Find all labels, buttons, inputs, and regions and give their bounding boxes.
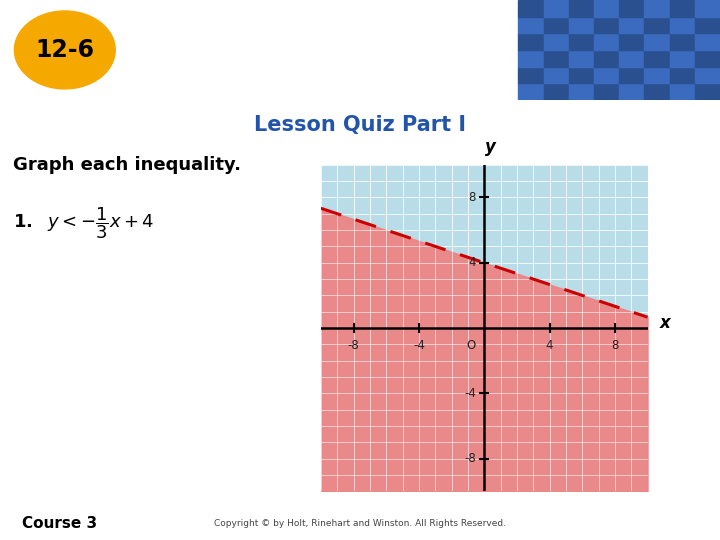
Bar <box>695 17 720 33</box>
Bar <box>594 83 619 100</box>
Bar <box>569 33 594 50</box>
Text: 12-6: 12-6 <box>35 38 94 62</box>
Bar <box>544 83 569 100</box>
Bar <box>695 50 720 66</box>
Text: 4: 4 <box>546 340 553 353</box>
Bar <box>518 50 544 66</box>
Bar <box>594 66 619 83</box>
Bar <box>619 50 644 66</box>
Text: $\mathbf{1.}\ \ y < -\dfrac{1}{3}x + 4$: $\mathbf{1.}\ \ y < -\dfrac{1}{3}x + 4$ <box>13 206 154 241</box>
Bar <box>670 0 695 17</box>
Bar <box>569 0 594 17</box>
Bar <box>518 66 544 83</box>
Bar <box>619 0 644 17</box>
Bar <box>594 0 619 17</box>
Text: 8: 8 <box>611 340 618 353</box>
Bar <box>619 66 644 83</box>
Text: Copyright © by Holt, Rinehart and Winston. All Rights Reserved.: Copyright © by Holt, Rinehart and Winsto… <box>214 519 506 528</box>
Bar <box>644 50 670 66</box>
Text: -4: -4 <box>464 387 476 400</box>
Bar <box>644 33 670 50</box>
Bar <box>670 50 695 66</box>
Bar <box>619 17 644 33</box>
Bar <box>695 83 720 100</box>
Text: Lesson Quiz Part I: Lesson Quiz Part I <box>254 115 466 135</box>
Bar <box>544 66 569 83</box>
Bar <box>670 33 695 50</box>
Text: x: x <box>660 314 671 332</box>
Text: Course 3: Course 3 <box>22 516 96 531</box>
Bar <box>544 33 569 50</box>
Bar <box>544 0 569 17</box>
Text: -8: -8 <box>348 340 359 353</box>
Bar <box>569 83 594 100</box>
Bar <box>518 0 544 17</box>
Bar <box>569 50 594 66</box>
Bar <box>670 17 695 33</box>
Bar <box>619 33 644 50</box>
Bar <box>670 83 695 100</box>
Bar <box>569 17 594 33</box>
Bar <box>569 66 594 83</box>
Text: -8: -8 <box>464 452 476 465</box>
Text: O: O <box>467 340 476 353</box>
Bar <box>544 50 569 66</box>
Text: 4: 4 <box>469 256 476 269</box>
Text: Graph each inequality.: Graph each inequality. <box>13 156 241 174</box>
Bar <box>644 66 670 83</box>
Ellipse shape <box>14 11 115 89</box>
Text: y: y <box>485 138 496 156</box>
Bar <box>695 0 720 17</box>
Bar <box>594 50 619 66</box>
Bar <box>518 17 544 33</box>
Bar <box>644 0 670 17</box>
Text: Graphing Inequalities in: Graphing Inequalities in <box>137 20 477 44</box>
Bar <box>670 66 695 83</box>
Bar <box>644 83 670 100</box>
Bar <box>695 66 720 83</box>
Bar <box>544 17 569 33</box>
Bar <box>695 33 720 50</box>
Bar <box>518 83 544 100</box>
Text: -4: -4 <box>413 340 425 353</box>
Bar <box>619 83 644 100</box>
Bar <box>644 17 670 33</box>
Text: 8: 8 <box>469 191 476 204</box>
Bar <box>594 33 619 50</box>
Bar <box>518 33 544 50</box>
Bar <box>594 17 619 33</box>
Text: Two Variables: Two Variables <box>137 66 331 90</box>
